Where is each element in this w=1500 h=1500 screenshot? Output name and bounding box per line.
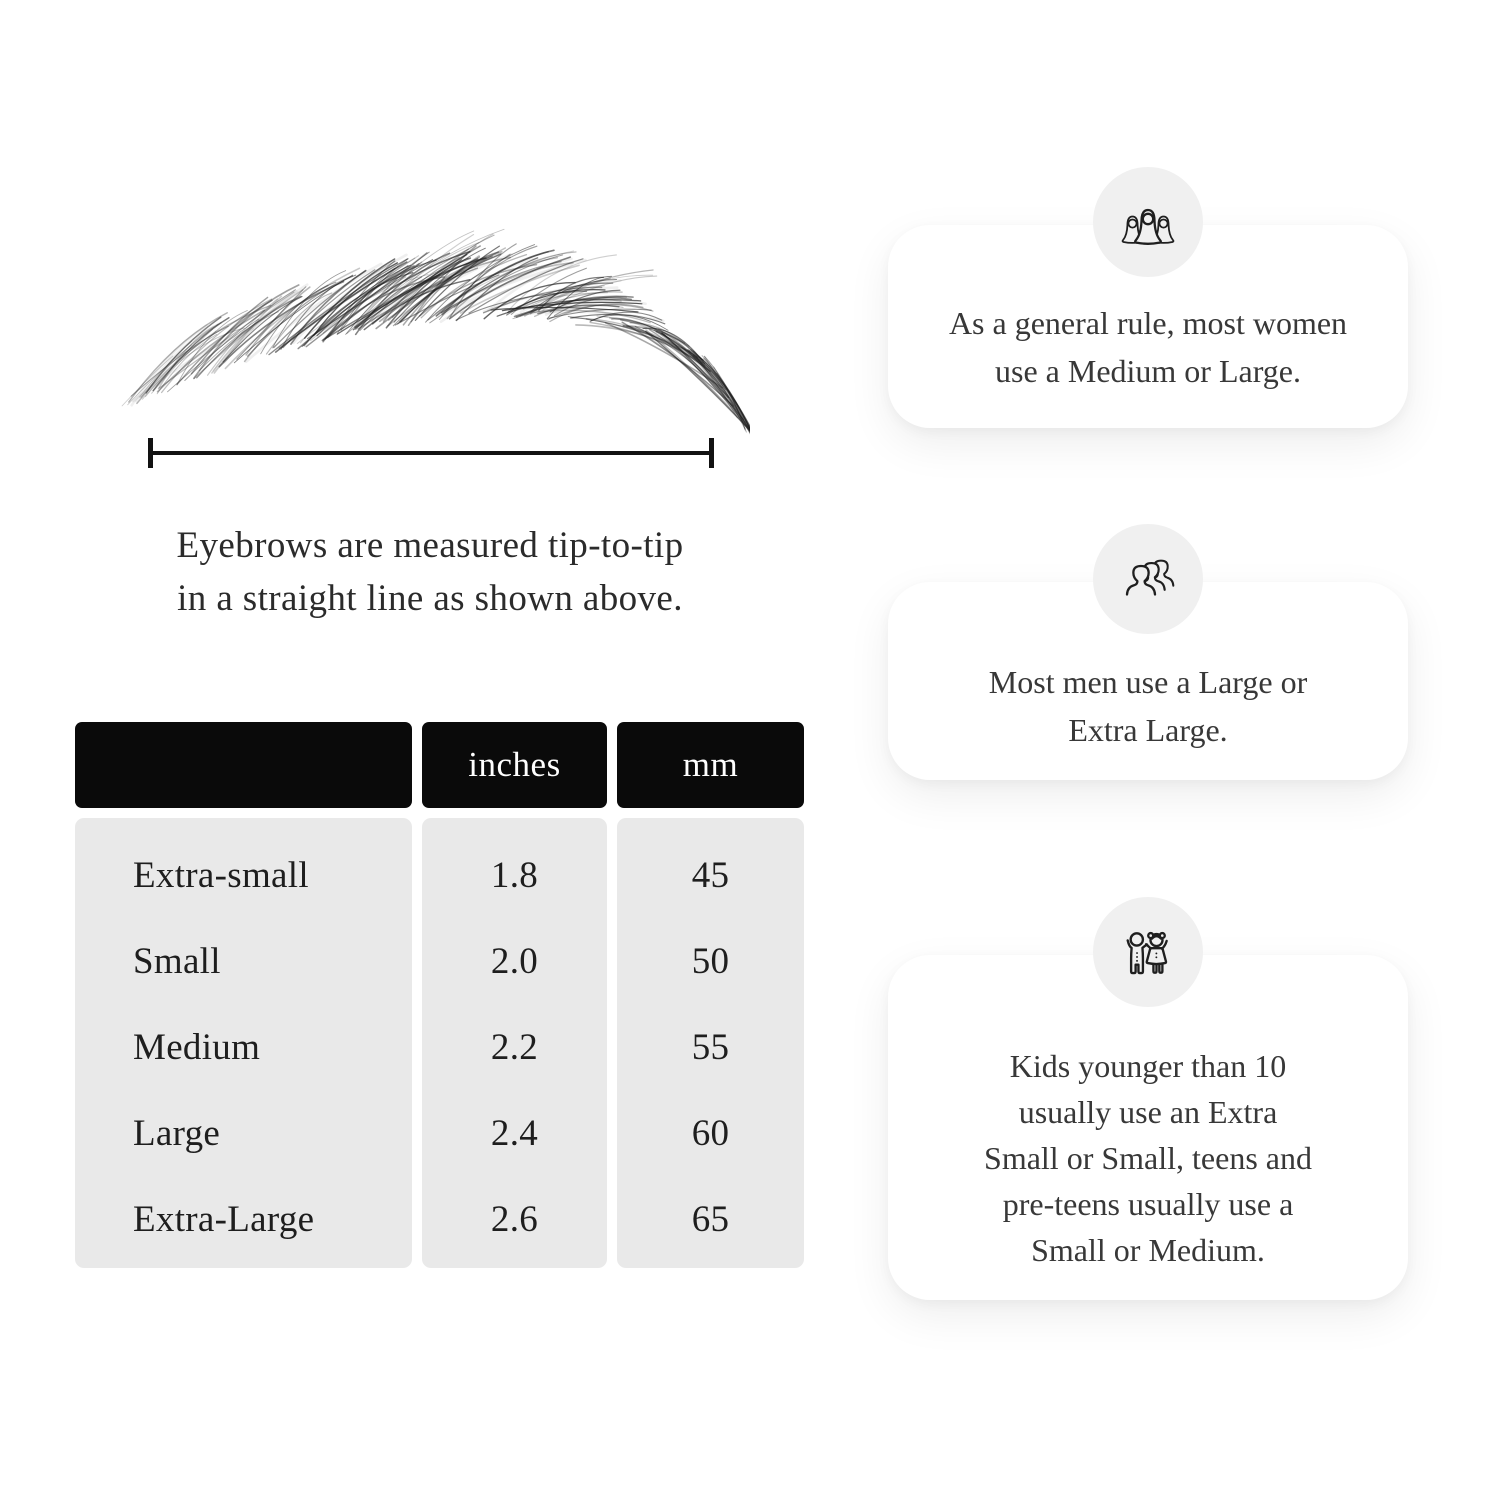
text-line: usually use an Extra <box>1018 1093 1278 1130</box>
size-value-inches: 2.2 <box>490 1026 539 1068</box>
icon-circle <box>1093 167 1203 277</box>
size-label: Large <box>133 1112 221 1154</box>
men-group-icon <box>1125 559 1175 596</box>
eyebrow-svg <box>121 228 750 435</box>
size-value-inches: 2.0 <box>490 940 539 982</box>
size-value-inches: 2.6 <box>490 1198 539 1240</box>
size-table-body: Extra-small Small Medium Large Extra-Lar… <box>75 818 804 1268</box>
size-table-column-inches: 1.8 2.0 2.2 2.4 2.6 <box>422 818 607 1268</box>
size-table-column-mm: 45 50 55 60 65 <box>617 818 804 1268</box>
icon-circle <box>1093 524 1203 634</box>
size-table-header-inches: inches <box>422 722 607 808</box>
text-line: Most men use a Large or <box>988 664 1308 700</box>
size-table-column-labels: Extra-small Small Medium Large Extra-Lar… <box>75 818 412 1268</box>
info-card-women: As a general rule, most women use a Mediu… <box>888 167 1408 428</box>
kids-icon <box>1126 931 1168 975</box>
size-label: Extra-Large <box>133 1198 315 1240</box>
size-value-inches: 2.4 <box>490 1112 539 1154</box>
text-line: Extra Large. <box>1068 712 1228 748</box>
eyebrow-illustration <box>110 228 750 450</box>
size-label: Medium <box>133 1026 261 1068</box>
size-label: Extra-small <box>133 854 309 896</box>
text-line: Small or Small, teens and <box>984 1139 1312 1176</box>
card-text: Kids younger than 10 usually use an Extra… <box>984 1043 1312 1273</box>
text-line: Kids younger than 10 <box>1009 1047 1287 1084</box>
size-value-mm: 55 <box>691 1026 730 1068</box>
measurement-tick-right <box>709 438 714 468</box>
icon-circle <box>1093 897 1203 1007</box>
card-text: As a general rule, most women use a Mediu… <box>949 299 1347 395</box>
text-line: pre-teens usually use a <box>1002 1185 1294 1222</box>
text-line: As a general rule, most women <box>948 304 1348 341</box>
card-text: Most men use a Large or Extra Large. <box>989 658 1307 754</box>
text-line: Small or Medium. <box>1031 1231 1265 1268</box>
size-table-header-size <box>75 722 412 808</box>
measurement-caption: Eyebrows are measured tip-to-tip in a str… <box>100 519 760 625</box>
size-label: Small <box>133 940 221 982</box>
text-line: Eyebrows are measured tip-to-tip <box>176 525 684 566</box>
measurement-line <box>150 451 713 455</box>
size-value-mm: 45 <box>691 854 730 896</box>
size-table: inches mm Extra-small Small Medium Large… <box>75 722 804 1268</box>
size-table-header: inches mm <box>75 722 804 808</box>
size-value-mm: 50 <box>691 940 730 982</box>
info-card-men: Most men use a Large or Extra Large. <box>888 524 1408 780</box>
size-table-header-mm: mm <box>617 722 804 808</box>
size-value-mm: 60 <box>691 1112 730 1154</box>
measurement-tick-left <box>148 438 153 468</box>
text-line: in a straight line as shown above. <box>177 578 683 619</box>
size-value-inches: 1.8 <box>490 854 539 896</box>
women-group-icon <box>1121 208 1175 245</box>
size-value-mm: 65 <box>691 1198 730 1240</box>
info-card-kids: Kids younger than 10 usually use an Extra… <box>888 897 1408 1300</box>
text-line: use a Medium or Large. <box>995 352 1301 389</box>
